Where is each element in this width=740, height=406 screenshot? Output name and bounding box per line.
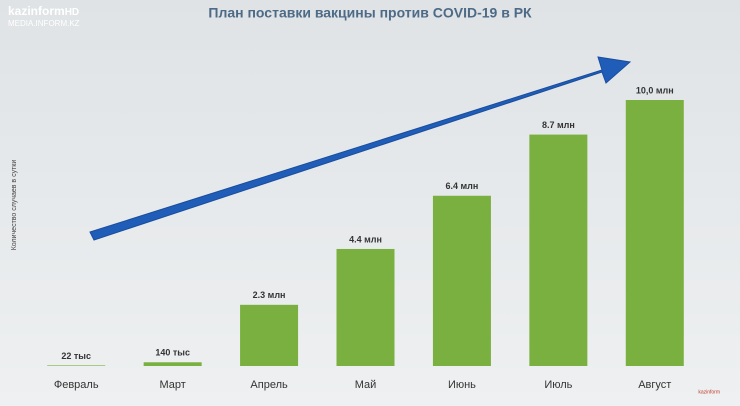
logo-suffix: HD [65, 7, 79, 18]
bar [529, 134, 588, 366]
x-tick-label: Апрель [250, 379, 288, 391]
logo: kazinformHD [8, 4, 79, 18]
bar [625, 100, 684, 366]
bar [432, 195, 491, 366]
data-label: 4.4 млн [349, 234, 382, 244]
bar [47, 365, 106, 366]
x-tick-label: Июль [544, 379, 572, 391]
trend-arrow [89, 56, 632, 241]
data-label: 8.7 млн [542, 120, 575, 130]
logo-site: MEDIA.INFORM.KZ [8, 19, 80, 28]
data-label: 10,0 млн [636, 85, 674, 95]
x-tick-label: Август [638, 379, 671, 391]
y-axis-label: Количество случаев в сутки [11, 160, 18, 251]
data-label: 6.4 млн [446, 181, 479, 191]
corner-logo: kazinform [698, 389, 720, 395]
data-label: 140 тыс [155, 348, 190, 358]
bar [143, 362, 202, 366]
data-label: 2.3 млн [253, 290, 286, 300]
x-tick-label: Март [159, 379, 185, 391]
bar [336, 248, 395, 366]
x-tick-label: Май [355, 379, 377, 391]
x-tick-label: Февраль [54, 379, 99, 391]
bar [240, 304, 299, 366]
chart-title: План поставки вакцины против COVID-19 в … [208, 5, 532, 21]
logo-brand: kazinform [8, 4, 65, 18]
x-tick-label: Июнь [448, 379, 476, 391]
data-label: 22 тыс [61, 351, 91, 361]
